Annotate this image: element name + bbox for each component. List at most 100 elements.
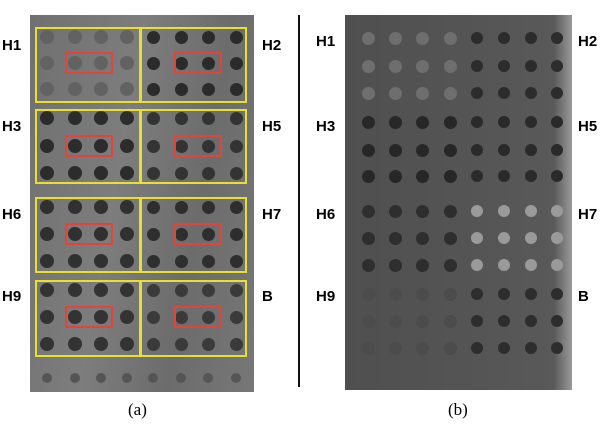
- highlight-box: [140, 109, 247, 184]
- spot: [525, 170, 537, 182]
- spot: [471, 116, 483, 128]
- spot: [94, 139, 108, 153]
- spot: [551, 116, 563, 128]
- spot: [120, 337, 134, 351]
- spot: [40, 30, 54, 44]
- spot: [201, 30, 215, 44]
- spot: [96, 373, 106, 383]
- spot: [471, 32, 483, 44]
- panel-b-array-image: [345, 15, 572, 390]
- spot: [201, 227, 215, 241]
- spot: [525, 116, 537, 128]
- spot: [443, 143, 457, 157]
- spot: [443, 204, 457, 218]
- spot: [120, 227, 134, 241]
- spot: [174, 310, 188, 324]
- spot: [361, 287, 375, 301]
- spot: [68, 139, 82, 153]
- spot: [471, 315, 483, 327]
- spot: [68, 254, 82, 268]
- spot: [471, 87, 483, 99]
- spot: [174, 30, 188, 44]
- spot: [229, 82, 243, 96]
- spot: [201, 82, 215, 96]
- spot: [498, 205, 510, 217]
- spot: [361, 169, 375, 183]
- label-b-H7: H7: [578, 206, 598, 223]
- spot: [40, 283, 54, 297]
- spot: [498, 315, 510, 327]
- spot: [229, 56, 243, 70]
- spot: [146, 310, 160, 324]
- spot: [388, 204, 402, 218]
- spot: [443, 341, 457, 355]
- highlight-box: [140, 280, 247, 357]
- spot: [120, 111, 134, 125]
- label-b-H1: H1: [316, 33, 336, 50]
- spot: [498, 259, 510, 271]
- spot: [94, 30, 108, 44]
- spot: [122, 373, 132, 383]
- spot: [201, 200, 215, 214]
- spot: [68, 200, 82, 214]
- spot: [68, 30, 82, 44]
- spot: [471, 60, 483, 72]
- spot: [120, 30, 134, 44]
- spot: [525, 144, 537, 156]
- spot: [443, 31, 457, 45]
- spot: [174, 337, 188, 351]
- spot: [471, 205, 483, 217]
- spot: [525, 60, 537, 72]
- spot: [40, 337, 54, 351]
- spot: [174, 200, 188, 214]
- spot: [415, 115, 429, 129]
- spot: [388, 143, 402, 157]
- spot: [120, 139, 134, 153]
- spot: [388, 169, 402, 183]
- spot: [176, 373, 186, 383]
- spot: [415, 258, 429, 272]
- spot: [361, 204, 375, 218]
- spot: [551, 60, 563, 72]
- spot: [525, 288, 537, 300]
- spot: [361, 59, 375, 73]
- region-box: [174, 135, 222, 157]
- spot: [68, 82, 82, 96]
- spot: [498, 170, 510, 182]
- spot: [361, 258, 375, 272]
- label-a-B: B: [262, 288, 273, 305]
- spot: [471, 144, 483, 156]
- spot: [174, 254, 188, 268]
- spot: [120, 254, 134, 268]
- highlight-box: [140, 27, 247, 103]
- spot: [443, 314, 457, 328]
- spot: [146, 111, 160, 125]
- spot: [229, 111, 243, 125]
- spot: [40, 82, 54, 96]
- spot: [443, 169, 457, 183]
- spot: [201, 310, 215, 324]
- spot: [94, 56, 108, 70]
- label-b-H2: H2: [578, 33, 598, 50]
- spot: [361, 231, 375, 245]
- spot: [174, 111, 188, 125]
- spot: [40, 227, 54, 241]
- spot: [525, 87, 537, 99]
- spot: [415, 204, 429, 218]
- spot: [229, 254, 243, 268]
- spot: [201, 337, 215, 351]
- spot: [361, 115, 375, 129]
- spot: [551, 205, 563, 217]
- spot: [68, 56, 82, 70]
- spot: [471, 232, 483, 244]
- spot: [498, 288, 510, 300]
- spot: [229, 139, 243, 153]
- spot: [40, 200, 54, 214]
- spot: [42, 373, 52, 383]
- spot: [174, 283, 188, 297]
- label-a-H7: H7: [262, 206, 282, 223]
- spot: [40, 56, 54, 70]
- label-a-H6: H6: [2, 206, 22, 223]
- spot: [551, 342, 563, 354]
